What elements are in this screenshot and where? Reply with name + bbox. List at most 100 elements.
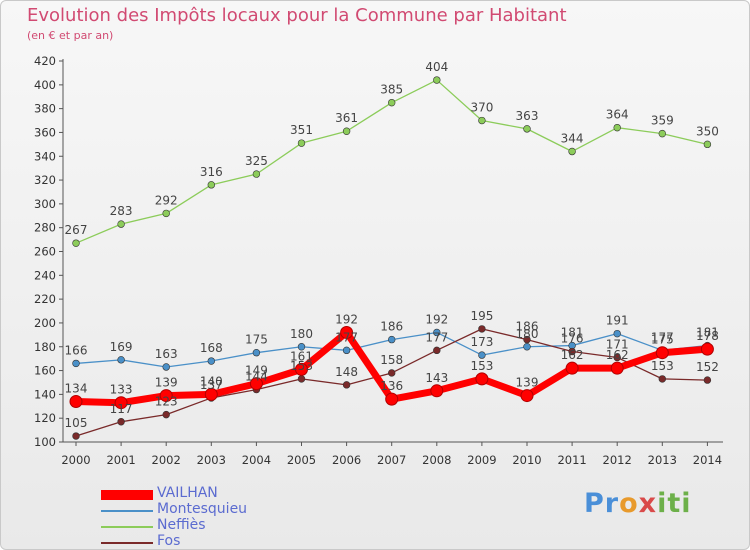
data-label: 364 — [606, 108, 629, 122]
data-point — [613, 353, 621, 362]
data-label: 177 — [425, 330, 448, 344]
data-label: 186 — [516, 320, 539, 334]
data-label: 171 — [606, 337, 629, 351]
y-tick-label: 420 — [34, 54, 56, 68]
data-label: 162 — [606, 348, 629, 362]
data-label: 140 — [200, 374, 223, 388]
chart-legend: VAILHAN Montesquieu Neffiès Fos — [101, 485, 361, 549]
data-label: 176 — [561, 332, 584, 346]
x-tick-label: 2014 — [693, 453, 722, 467]
y-tick-label: 360 — [34, 125, 56, 139]
data-label: 144 — [245, 370, 268, 384]
chart-subtitle: (en € et par an) — [27, 29, 114, 42]
legend-item: Neffiès — [101, 517, 361, 535]
data-point — [658, 375, 666, 383]
data-point — [162, 363, 170, 371]
data-label: 292 — [155, 193, 178, 207]
data-point — [703, 140, 712, 149]
data-point — [565, 361, 579, 375]
legend-swatch — [101, 490, 153, 500]
x-tick-label: 2011 — [557, 453, 586, 467]
x-tick-label: 2004 — [242, 453, 271, 467]
data-point — [297, 375, 306, 383]
data-point — [703, 376, 712, 384]
data-point — [340, 325, 354, 339]
legend-swatch — [101, 526, 153, 528]
y-tick-label: 380 — [34, 102, 56, 116]
legend-label: Neffiès — [157, 517, 206, 533]
data-label: 283 — [110, 204, 133, 218]
legend-swatch — [101, 542, 153, 544]
data-label: 175 — [651, 333, 674, 347]
data-label: 350 — [696, 124, 719, 138]
data-label: 137 — [200, 378, 223, 392]
x-tick-label: 2003 — [197, 453, 226, 467]
data-label: 163 — [155, 347, 178, 361]
data-point — [613, 329, 621, 338]
data-point — [117, 356, 125, 364]
data-label: 191 — [606, 314, 629, 328]
y-tick-label: 260 — [34, 245, 56, 259]
data-label: 166 — [65, 343, 88, 357]
data-point — [700, 342, 714, 356]
data-label: 173 — [470, 335, 493, 349]
logo-part: Pr — [584, 488, 620, 519]
data-point — [520, 389, 534, 403]
data-label: 177 — [335, 330, 358, 344]
data-point — [69, 395, 83, 409]
y-tick-label: 180 — [34, 340, 56, 354]
data-point — [295, 362, 308, 376]
data-point — [433, 328, 441, 337]
data-point — [388, 98, 396, 107]
x-tick-label: 2001 — [106, 453, 135, 467]
data-label: 133 — [110, 383, 133, 397]
data-label: 267 — [65, 223, 88, 237]
data-point — [252, 349, 261, 357]
data-label: 177 — [651, 330, 674, 344]
data-point — [478, 351, 486, 359]
x-tick-label: 2006 — [332, 453, 361, 467]
data-point — [72, 239, 80, 247]
y-tick-label: 140 — [34, 387, 56, 401]
legend-item: Fos — [101, 533, 361, 549]
data-point — [388, 369, 396, 377]
legend-swatch — [101, 510, 153, 512]
data-point — [478, 116, 486, 125]
data-label: 117 — [110, 402, 133, 416]
data-label: 148 — [335, 365, 358, 379]
data-label: 186 — [380, 320, 403, 334]
y-tick-label: 320 — [34, 173, 56, 187]
data-point — [117, 418, 125, 426]
y-tick-label: 100 — [34, 435, 56, 449]
data-label: 351 — [290, 123, 313, 137]
data-label: 325 — [245, 154, 268, 168]
data-label: 161 — [290, 349, 313, 363]
data-point — [297, 139, 306, 147]
data-point — [523, 335, 531, 344]
data-point — [252, 170, 261, 178]
data-label: 195 — [470, 309, 493, 323]
data-label: 361 — [335, 111, 358, 125]
data-label: 149 — [245, 364, 268, 378]
data-label: 404 — [425, 60, 448, 74]
data-point — [430, 384, 444, 398]
data-point — [204, 387, 218, 401]
data-point — [388, 335, 396, 344]
data-label: 139 — [516, 376, 539, 390]
x-tick-label: 2009 — [467, 453, 496, 467]
x-tick-label: 2010 — [512, 453, 541, 467]
y-tick-label: 280 — [34, 221, 56, 235]
data-label: 359 — [651, 114, 674, 128]
logo-part: iti — [657, 488, 692, 519]
data-label: 363 — [516, 109, 539, 123]
data-point — [433, 76, 441, 84]
data-point — [523, 343, 531, 351]
legend-label: Montesquieu — [157, 501, 248, 517]
data-label: 344 — [561, 131, 584, 145]
data-point — [568, 347, 576, 356]
data-label: 178 — [696, 329, 719, 343]
y-tick-label: 240 — [34, 268, 56, 282]
data-point — [523, 125, 531, 133]
data-point — [207, 181, 216, 189]
